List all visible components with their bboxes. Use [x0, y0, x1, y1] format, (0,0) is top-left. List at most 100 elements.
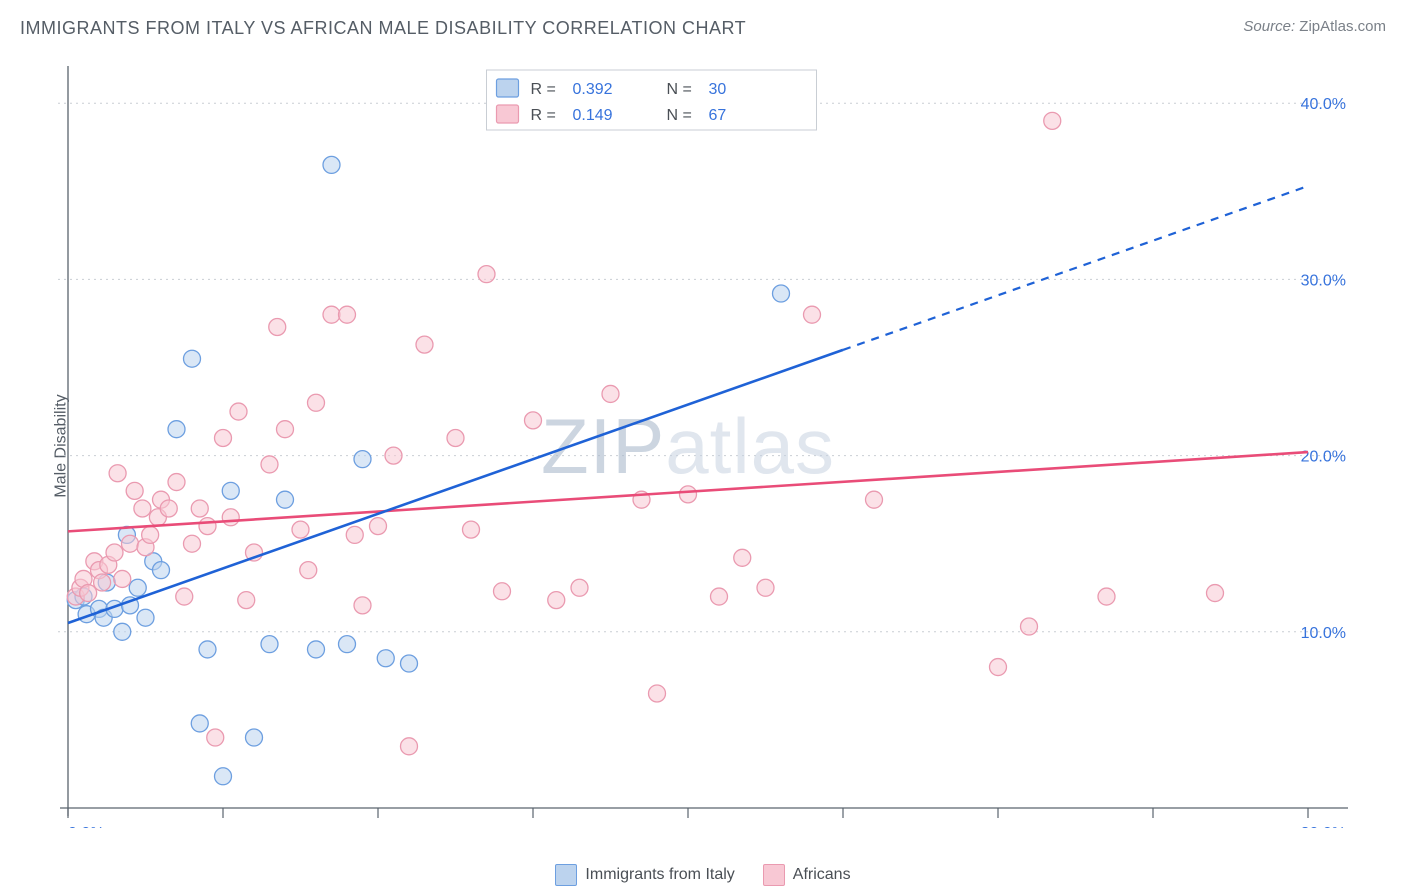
svg-text:N =: N = [667, 107, 692, 124]
data-point [246, 729, 263, 746]
chart-svg: 10.0%20.0%30.0%40.0%0.0%80.0%ZIPatlasR =… [48, 58, 1348, 828]
data-point [773, 285, 790, 302]
data-point [168, 421, 185, 438]
svg-text:0.149: 0.149 [573, 107, 613, 124]
svg-text:40.0%: 40.0% [1301, 96, 1346, 113]
data-point [370, 518, 387, 535]
data-point [106, 544, 123, 561]
data-point [339, 306, 356, 323]
data-point [168, 474, 185, 491]
data-point [447, 430, 464, 447]
data-point [261, 456, 278, 473]
data-point [463, 521, 480, 538]
data-point [377, 650, 394, 667]
data-point [142, 526, 159, 543]
data-point [184, 535, 201, 552]
legend-swatch [555, 864, 577, 886]
source-value: ZipAtlas.com [1299, 18, 1386, 35]
legend-label: Africans [793, 866, 851, 883]
data-point [1207, 585, 1224, 602]
data-point [680, 486, 697, 503]
svg-text:80.0%: 80.0% [1301, 825, 1346, 828]
svg-text:ZIPatlas: ZIPatlas [541, 402, 835, 490]
data-point [1098, 588, 1115, 605]
data-point [323, 156, 340, 173]
svg-text:R =: R = [531, 107, 556, 124]
data-point [134, 500, 151, 517]
data-point [416, 336, 433, 353]
chart-title: IMMIGRANTS FROM ITALY VS AFRICAN MALE DI… [20, 18, 746, 39]
legend-label: Immigrants from Italy [585, 866, 734, 883]
data-point [401, 655, 418, 672]
data-point [757, 579, 774, 596]
bottom-legend: Immigrants from Italy Africans [0, 864, 1406, 886]
data-point [354, 451, 371, 468]
data-point [199, 518, 216, 535]
data-point [339, 636, 356, 653]
data-point [184, 350, 201, 367]
svg-text:30: 30 [709, 81, 727, 98]
source-attribution: Source: ZipAtlas.com [1243, 18, 1386, 35]
data-point [191, 500, 208, 517]
data-point [990, 659, 1007, 676]
data-point [1044, 112, 1061, 129]
data-point [238, 592, 255, 609]
data-point [153, 562, 170, 579]
data-point [548, 592, 565, 609]
data-point [277, 491, 294, 508]
svg-text:R =: R = [531, 81, 556, 98]
data-point [176, 588, 193, 605]
legend-item: Africans [763, 864, 851, 886]
svg-text:67: 67 [709, 107, 727, 124]
data-point [109, 465, 126, 482]
data-point [80, 585, 97, 602]
svg-text:0.392: 0.392 [573, 81, 613, 98]
data-point [649, 685, 666, 702]
data-point [114, 570, 131, 587]
data-point [866, 491, 883, 508]
source-label: Source: [1243, 18, 1295, 35]
data-point [269, 319, 286, 336]
data-point [137, 609, 154, 626]
data-point [277, 421, 294, 438]
trend-line-italy-dashed [843, 186, 1308, 350]
data-point [122, 535, 139, 552]
data-point [207, 729, 224, 746]
data-point [261, 636, 278, 653]
data-point [1021, 618, 1038, 635]
data-point [160, 500, 177, 517]
legend-item: Immigrants from Italy [555, 864, 734, 886]
data-point [385, 447, 402, 464]
data-point [126, 482, 143, 499]
svg-text:10.0%: 10.0% [1301, 625, 1346, 642]
legend-swatch [763, 864, 785, 886]
data-point [300, 562, 317, 579]
chart-header: IMMIGRANTS FROM ITALY VS AFRICAN MALE DI… [0, 0, 1406, 47]
data-point [199, 641, 216, 658]
data-point [804, 306, 821, 323]
data-point [191, 715, 208, 732]
data-point [525, 412, 542, 429]
svg-text:30.0%: 30.0% [1301, 272, 1346, 289]
data-point [571, 579, 588, 596]
data-point [215, 430, 232, 447]
data-point [222, 482, 239, 499]
data-point [308, 641, 325, 658]
data-point [230, 403, 247, 420]
data-point [129, 579, 146, 596]
data-point [494, 583, 511, 600]
data-point [354, 597, 371, 614]
data-point [222, 509, 239, 526]
plot-area: 10.0%20.0%30.0%40.0%0.0%80.0%ZIPatlasR =… [48, 58, 1348, 828]
data-point [94, 574, 111, 591]
svg-text:0.0%: 0.0% [68, 825, 104, 828]
data-point [308, 394, 325, 411]
data-point [734, 549, 751, 566]
data-point [114, 623, 131, 640]
data-point [401, 738, 418, 755]
data-point [602, 385, 619, 402]
data-point [215, 768, 232, 785]
data-point [711, 588, 728, 605]
svg-text:N =: N = [667, 81, 692, 98]
data-point [292, 521, 309, 538]
